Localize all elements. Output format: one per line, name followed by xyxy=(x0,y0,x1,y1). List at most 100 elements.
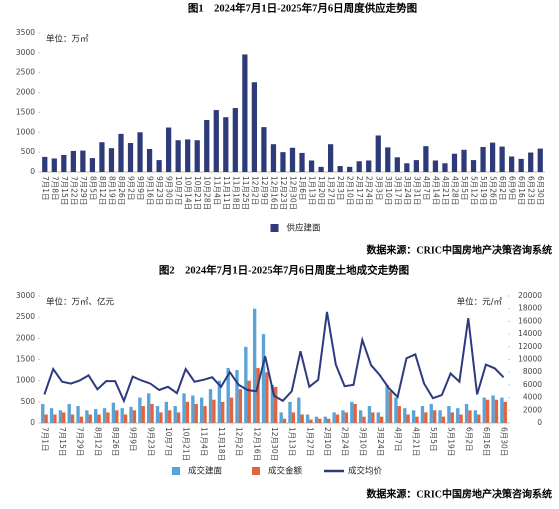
x-tick-label: 12月23日 xyxy=(279,176,288,210)
bar xyxy=(270,144,277,172)
legend-swatch xyxy=(270,224,279,232)
bar xyxy=(150,403,154,423)
bar xyxy=(451,153,458,172)
bar xyxy=(347,166,353,172)
bar xyxy=(89,158,96,172)
bar xyxy=(353,403,357,423)
bar xyxy=(403,408,407,423)
x-tick-label: 3月24日 xyxy=(376,427,385,456)
bar xyxy=(274,387,278,423)
line xyxy=(43,311,505,404)
bar xyxy=(80,150,86,172)
bar xyxy=(265,372,269,423)
bar xyxy=(41,403,45,423)
x-tick-label: 10月14日 xyxy=(184,176,193,210)
bar xyxy=(76,406,80,423)
bar xyxy=(406,414,410,423)
bar xyxy=(166,127,172,172)
bar xyxy=(185,139,191,172)
x-tick-label: 9月16日 xyxy=(146,176,155,205)
x-tick-label: 11月4日 xyxy=(199,427,208,456)
bar xyxy=(499,146,505,172)
bar xyxy=(261,334,266,423)
x-tick-label: 6月16日 xyxy=(482,427,491,456)
chart-title: 图2 2024年7月1日-2025年7月6日周度土地成交走势图 xyxy=(159,263,409,276)
x-tick-label: 1月27日 xyxy=(305,427,314,456)
y-tick-label: 1500 xyxy=(16,355,35,364)
chart-title: 图1 2024年7月1日-2025年7月6日周度供应走势图 xyxy=(188,1,417,14)
legend-label: 成交建面 xyxy=(188,466,223,477)
bar xyxy=(432,410,437,423)
x-tick-label: 9月23日 xyxy=(155,176,164,205)
bar xyxy=(58,410,63,423)
bar xyxy=(99,142,105,172)
bar xyxy=(204,119,210,172)
x-tick-label: 9月30日 xyxy=(165,176,174,205)
bar xyxy=(279,412,283,423)
bar xyxy=(394,157,400,172)
bar xyxy=(70,414,75,423)
x-tick-label: 9月2日 xyxy=(127,176,136,201)
x-tick-label: 11月11日 xyxy=(222,176,231,210)
y-unit: 单位：万㎡、亿元 xyxy=(46,297,115,308)
bar xyxy=(413,160,419,172)
bar xyxy=(182,393,186,423)
y-tick-label: 2000 xyxy=(16,88,35,97)
bar xyxy=(238,389,243,423)
x-tick-label: 12月30日 xyxy=(289,176,298,210)
x-tick-label: 5月12日 xyxy=(470,176,479,205)
y-tick-label: 2500 xyxy=(16,312,35,321)
bar xyxy=(261,127,267,172)
bar xyxy=(450,412,454,423)
bar xyxy=(503,401,507,423)
x-tick-label: 2月3日 xyxy=(336,176,345,201)
y-tick-label: 1500 xyxy=(16,107,35,116)
bar xyxy=(129,406,133,423)
bar xyxy=(49,408,54,423)
x-tick-label: 3月17日 xyxy=(393,176,402,205)
bar xyxy=(480,146,486,172)
bar xyxy=(94,409,98,423)
bar xyxy=(314,416,319,423)
legend-label: 成交均价 xyxy=(348,466,383,477)
y2-tick-label: 8000 xyxy=(523,367,542,376)
y-tick-label: 3000 xyxy=(16,48,35,57)
bar xyxy=(362,416,366,423)
x-tick-label: 12月16日 xyxy=(252,427,261,461)
x-tick-label: 1月27日 xyxy=(327,176,336,205)
y-tick-label: 2000 xyxy=(16,333,35,342)
bar xyxy=(459,414,463,423)
bar xyxy=(88,414,92,423)
bar xyxy=(97,414,101,423)
y-tick-label: 0 xyxy=(30,418,35,427)
bar xyxy=(489,142,496,172)
bar xyxy=(118,133,124,172)
bar xyxy=(79,416,84,423)
bar xyxy=(120,408,124,423)
bar xyxy=(432,160,439,172)
y-tick-label: 500 xyxy=(21,147,36,156)
bar xyxy=(356,161,362,172)
bar xyxy=(464,403,469,423)
y2-tick-label: 16000 xyxy=(518,316,542,325)
bar xyxy=(300,414,304,423)
bar xyxy=(61,154,67,172)
legend-label: 供应建面 xyxy=(287,223,322,234)
bar xyxy=(132,410,137,423)
bar xyxy=(164,401,169,423)
bar xyxy=(232,108,238,172)
bar xyxy=(442,163,448,172)
bar xyxy=(323,416,327,423)
bar xyxy=(111,402,116,423)
x-tick-label: 12月2日 xyxy=(250,176,259,205)
x-tick-label: 3月24日 xyxy=(403,176,412,205)
x-tick-label: 10月28日 xyxy=(203,176,212,210)
bar xyxy=(53,414,57,423)
x-tick-label: 5月19日 xyxy=(479,176,488,205)
bar xyxy=(379,416,384,423)
x-tick-label: 10月21日 xyxy=(193,176,202,210)
x-tick-label: 4月14日 xyxy=(431,176,440,205)
bar xyxy=(473,410,478,423)
x-tick-label: 11月18日 xyxy=(231,176,240,210)
